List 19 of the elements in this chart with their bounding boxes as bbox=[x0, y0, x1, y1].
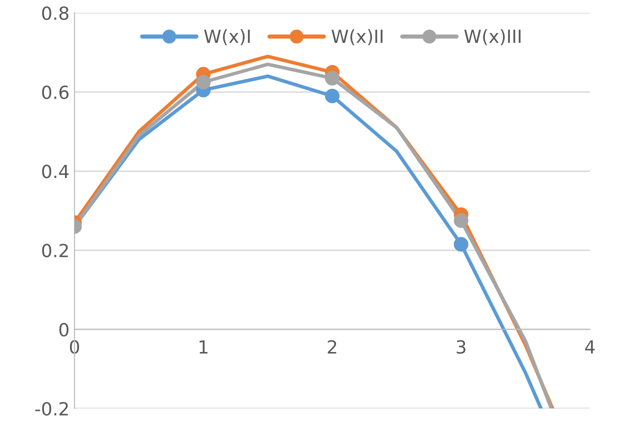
x-tick-label: 2 bbox=[328, 340, 336, 354]
legend-label: W(x)III bbox=[464, 29, 521, 46]
x-tick-label: 3 bbox=[456, 340, 466, 354]
point bbox=[196, 74, 211, 90]
x-tick-label: 4 bbox=[585, 340, 595, 354]
point bbox=[324, 70, 340, 86]
x-tick-label: 1 bbox=[200, 340, 208, 354]
y-tick-label: 0.8 bbox=[42, 6, 68, 20]
y-tick-label: 0.6 bbox=[42, 85, 69, 100]
x-tick-label: 0 bbox=[70, 340, 80, 354]
y-tick-label: 0.2 bbox=[42, 244, 68, 258]
legend-label: W(x)I bbox=[204, 29, 250, 46]
point bbox=[454, 213, 468, 228]
y-tick-label: 0 bbox=[59, 322, 68, 336]
point bbox=[324, 88, 340, 104]
y-tick-label: 0.4 bbox=[42, 164, 69, 178]
point bbox=[454, 237, 468, 252]
y-tick-label: -0.2 bbox=[35, 402, 68, 416]
legend-label: W(x)II bbox=[332, 29, 382, 46]
